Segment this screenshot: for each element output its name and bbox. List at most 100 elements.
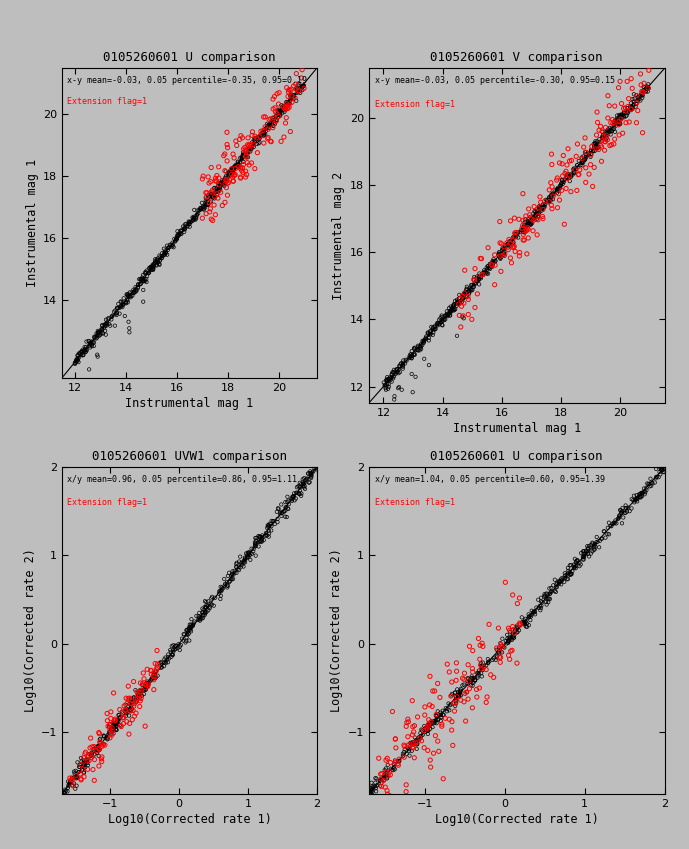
Point — [198, 202, 209, 216]
Point — [500, 634, 511, 648]
Point — [218, 582, 229, 595]
Point — [449, 294, 460, 307]
Point — [171, 233, 182, 246]
Point — [626, 99, 637, 113]
Point — [382, 372, 393, 385]
Point — [592, 115, 603, 129]
Point — [508, 238, 519, 251]
Point — [104, 717, 115, 731]
Point — [145, 664, 156, 678]
Point — [70, 356, 81, 369]
Point — [254, 531, 265, 544]
Point — [129, 286, 140, 300]
Point — [166, 650, 177, 664]
Point — [161, 246, 172, 260]
Point — [280, 102, 291, 115]
Point — [162, 653, 173, 666]
Point — [151, 255, 162, 268]
Point — [473, 273, 484, 286]
Point — [81, 754, 92, 767]
Point — [196, 201, 207, 215]
Point — [643, 82, 654, 95]
Point — [295, 481, 306, 494]
Point — [74, 760, 85, 773]
Point — [311, 453, 322, 466]
Point — [423, 328, 434, 341]
Point — [407, 720, 418, 734]
Point — [76, 763, 88, 777]
Point — [544, 194, 555, 207]
Point — [435, 316, 446, 329]
Point — [225, 572, 236, 586]
Point — [198, 200, 209, 214]
Point — [285, 94, 296, 108]
Point — [263, 120, 274, 133]
Point — [59, 787, 70, 801]
Point — [247, 547, 258, 560]
Point — [400, 791, 411, 805]
Point — [584, 148, 595, 161]
Point — [71, 355, 82, 368]
Point — [578, 154, 589, 167]
Point — [402, 730, 413, 744]
Point — [586, 143, 597, 157]
Point — [526, 216, 537, 230]
Point — [422, 718, 433, 732]
Point — [641, 483, 652, 497]
Point — [398, 739, 409, 752]
Point — [451, 696, 462, 710]
Point — [650, 471, 661, 485]
Point — [462, 658, 473, 672]
Point — [268, 119, 279, 132]
Point — [468, 672, 479, 685]
Point — [106, 310, 117, 323]
Point — [308, 464, 319, 478]
Point — [420, 722, 431, 736]
Point — [241, 168, 252, 182]
Point — [291, 82, 302, 95]
Point — [472, 287, 483, 301]
Point — [473, 632, 484, 645]
Point — [485, 257, 496, 271]
Point — [447, 739, 458, 752]
Point — [477, 655, 489, 669]
Point — [631, 97, 642, 110]
Point — [77, 349, 88, 363]
Point — [464, 674, 475, 688]
Point — [423, 713, 434, 727]
Point — [238, 556, 249, 570]
Point — [254, 131, 265, 144]
Point — [526, 217, 537, 231]
Point — [477, 637, 488, 650]
Point — [411, 738, 422, 751]
Point — [116, 720, 127, 734]
Point — [150, 657, 161, 671]
Point — [458, 290, 469, 304]
Point — [154, 249, 165, 262]
Point — [57, 788, 68, 801]
Point — [250, 531, 261, 545]
Point — [139, 679, 150, 693]
Point — [238, 158, 249, 171]
Point — [543, 593, 554, 606]
Point — [263, 526, 274, 540]
Point — [141, 275, 152, 289]
Point — [226, 162, 237, 176]
Point — [262, 521, 273, 535]
Point — [85, 340, 96, 354]
Point — [101, 317, 112, 330]
Point — [287, 89, 298, 103]
Point — [401, 716, 412, 729]
Point — [214, 184, 225, 198]
Point — [510, 623, 521, 637]
Point — [638, 86, 649, 99]
Point — [226, 166, 237, 180]
Point — [567, 166, 578, 180]
Point — [460, 714, 471, 728]
Point — [254, 530, 265, 543]
Point — [463, 293, 474, 306]
Point — [488, 651, 499, 665]
Point — [564, 174, 575, 188]
Point — [422, 724, 433, 738]
Point — [164, 240, 175, 254]
